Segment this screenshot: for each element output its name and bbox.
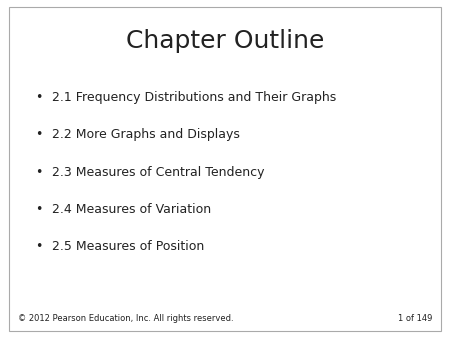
Text: •: •	[36, 240, 43, 254]
Text: 1 of 149: 1 of 149	[398, 314, 432, 323]
Text: © 2012 Pearson Education, Inc. All rights reserved.: © 2012 Pearson Education, Inc. All right…	[18, 314, 233, 323]
Text: 2.1 Frequency Distributions and Their Graphs: 2.1 Frequency Distributions and Their Gr…	[52, 91, 337, 104]
Text: 2.3 Measures of Central Tendency: 2.3 Measures of Central Tendency	[52, 166, 265, 179]
Text: 2.4 Measures of Variation: 2.4 Measures of Variation	[52, 203, 212, 216]
Text: 2.2 More Graphs and Displays: 2.2 More Graphs and Displays	[52, 128, 240, 141]
Text: Chapter Outline: Chapter Outline	[126, 29, 324, 53]
Text: 2.5 Measures of Position: 2.5 Measures of Position	[52, 240, 204, 254]
Text: •: •	[36, 166, 43, 179]
Text: •: •	[36, 128, 43, 141]
Text: •: •	[36, 91, 43, 104]
Text: •: •	[36, 203, 43, 216]
